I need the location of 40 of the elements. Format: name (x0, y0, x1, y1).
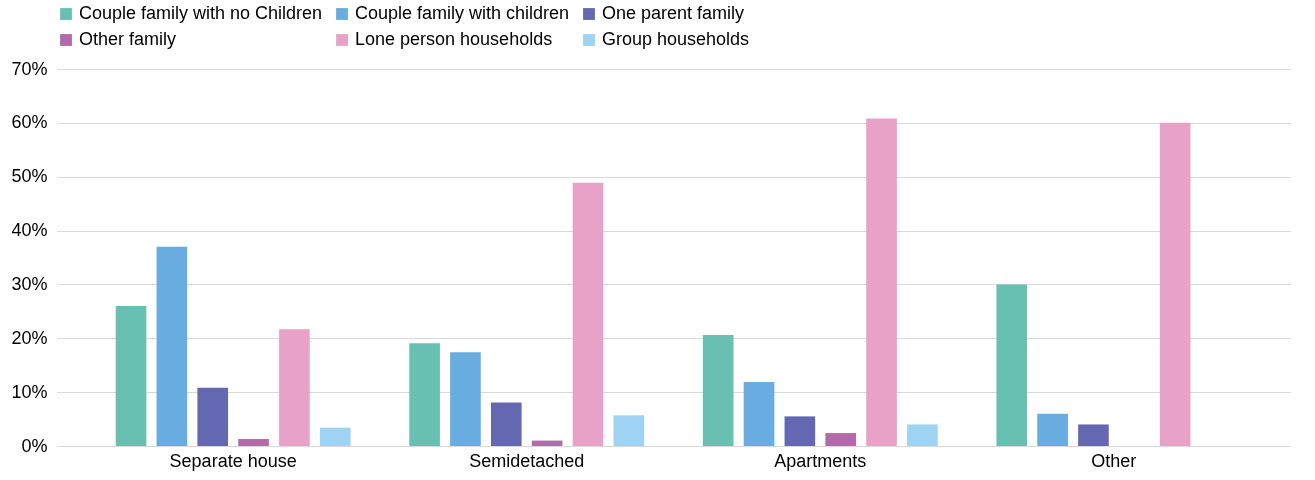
bar (1159, 122, 1191, 446)
x-tick-label: Apartments (774, 450, 867, 471)
x-tick-label: Semidetached (469, 450, 585, 471)
bar (115, 305, 147, 446)
y-tick-label: 50% (11, 166, 48, 187)
legend-label: Couple family with no Children (79, 3, 323, 23)
bar (866, 118, 897, 446)
bar (279, 329, 310, 446)
legend-label: Other family (79, 29, 177, 49)
y-tick-label: 40% (11, 220, 48, 241)
bar (784, 416, 816, 446)
x-tick-label: Separate house (169, 450, 297, 471)
y-tick-label: 30% (11, 273, 48, 294)
legend-label: Couple family with children (355, 3, 570, 23)
legend-label: Lone person households (355, 29, 553, 49)
y-tick-label: 20% (11, 327, 48, 348)
bar (319, 427, 351, 446)
bar (1037, 413, 1068, 446)
bar (531, 440, 563, 446)
y-tick-label: 60% (11, 112, 48, 133)
bar (409, 343, 440, 446)
y-tick-label: 0% (21, 435, 48, 456)
bar (238, 439, 269, 446)
bar (572, 182, 604, 446)
bar (1078, 424, 1109, 446)
bar (743, 381, 775, 446)
bar (702, 335, 734, 446)
legend-label: One parent family (602, 3, 745, 23)
bar (450, 352, 481, 446)
bar (907, 424, 938, 446)
y-tick-label: 70% (11, 58, 48, 79)
bar (825, 433, 857, 446)
legend-label: Group households (602, 29, 750, 49)
y-tick-label: 10% (11, 381, 48, 402)
bar (996, 284, 1028, 446)
bar (613, 415, 645, 446)
bar (490, 402, 522, 446)
bar (197, 387, 229, 446)
bar (156, 246, 188, 446)
x-tick-label: Other (1091, 450, 1137, 471)
